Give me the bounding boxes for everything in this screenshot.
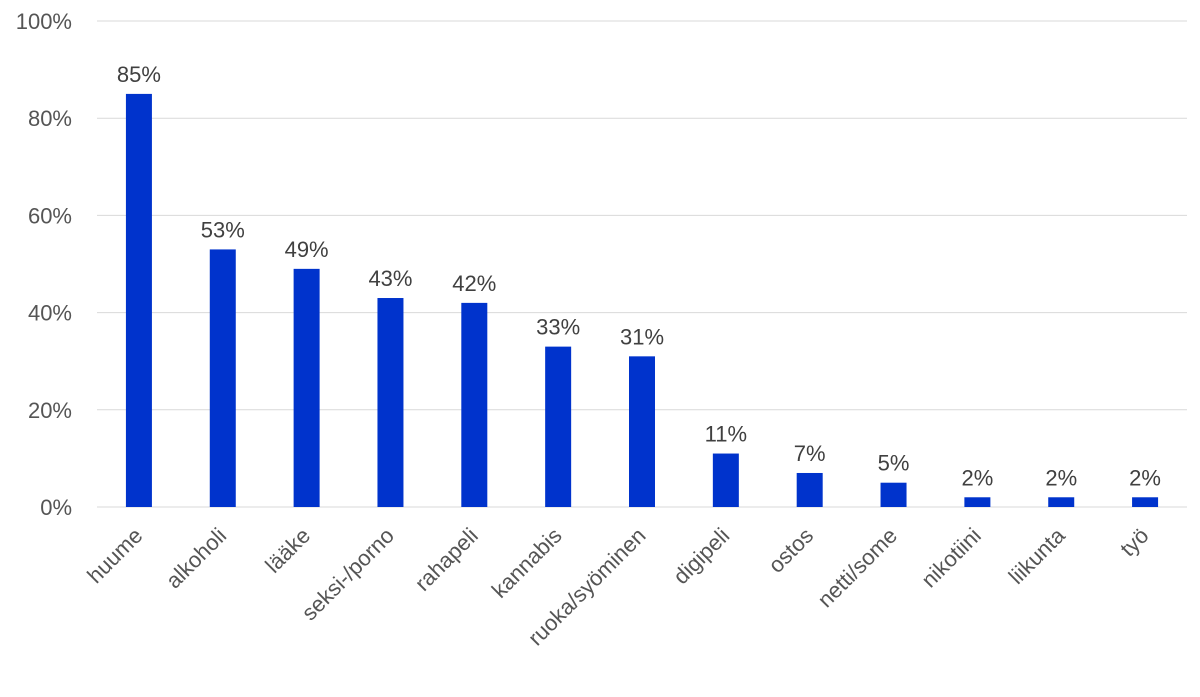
- bar-12: [1132, 497, 1159, 507]
- x-category-label: liikunta: [1004, 522, 1071, 589]
- y-tick-label: 0%: [40, 495, 72, 520]
- data-label: 2%: [1129, 465, 1161, 490]
- y-tick-label: 80%: [28, 106, 72, 131]
- data-label: 85%: [117, 62, 161, 87]
- data-label: 7%: [794, 441, 826, 466]
- bar-3: [377, 298, 404, 507]
- data-label: 5%: [878, 451, 910, 476]
- data-label: 2%: [1045, 465, 1077, 490]
- x-category-label: digipeli: [668, 523, 734, 589]
- y-axis-tick-labels: 0% 20% 40% 60% 80% 100%: [16, 9, 72, 520]
- y-tick-label: 40%: [28, 301, 72, 326]
- bar-7: [712, 453, 739, 507]
- data-label: 11%: [705, 422, 747, 447]
- x-category-label: netti/some: [813, 523, 902, 612]
- data-label: 43%: [368, 266, 412, 291]
- data-label: 31%: [620, 324, 664, 349]
- data-label: 42%: [452, 271, 496, 296]
- x-category-label: työ: [1115, 523, 1153, 561]
- x-category-label: alkoholi: [161, 523, 231, 593]
- bar-1: [209, 249, 236, 508]
- bar-4: [461, 302, 488, 507]
- y-tick-label: 20%: [28, 398, 72, 423]
- y-tick-label: 100%: [16, 9, 72, 34]
- y-tick-label: 60%: [28, 203, 72, 228]
- bar-10: [964, 497, 991, 507]
- bar-6: [629, 356, 655, 507]
- x-category-label: ostos: [763, 523, 818, 578]
- x-category-label: rahapeli: [410, 523, 483, 596]
- x-category-label: lääke: [260, 523, 315, 578]
- bar-8: [796, 472, 823, 507]
- data-label: 53%: [201, 217, 245, 242]
- data-label: 33%: [536, 315, 580, 340]
- bar-0: [125, 93, 152, 508]
- bars: [125, 93, 1159, 508]
- x-category-label: huume: [82, 523, 147, 588]
- bar-9: [880, 482, 907, 507]
- x-category-label: nikotiini: [916, 523, 986, 593]
- data-label: 2%: [961, 465, 993, 490]
- bar-2: [293, 268, 320, 507]
- gridlines: [97, 20, 1187, 508]
- x-category-label: kannabis: [487, 523, 567, 603]
- bar-5: [545, 346, 572, 507]
- data-label: 49%: [285, 237, 329, 262]
- data-labels: 85% 53% 49% 43% 42% 33% 31% 11% 7% 5% 2% 2% 2%: [117, 62, 1161, 490]
- bar-11: [1048, 497, 1075, 507]
